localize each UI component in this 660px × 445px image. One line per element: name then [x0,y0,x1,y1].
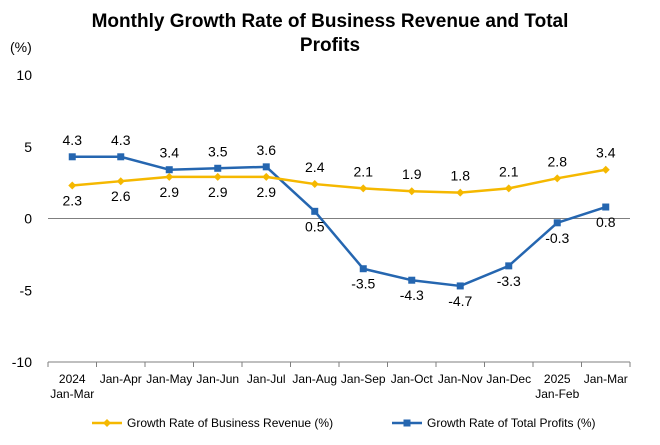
revenue-data-label: 2.4 [305,159,325,175]
revenue-point [504,184,513,193]
revenue-point [553,174,562,183]
chart-title-line1: Monthly Growth Rate of Business Revenue … [91,11,569,32]
profits-data-label: -4.3 [400,287,424,303]
profits-point [117,153,125,161]
revenue-point [407,187,416,196]
revenue-point [456,188,465,197]
profits-data-label: -4.7 [448,293,472,309]
y-tick-label: -10 [12,354,32,370]
profits-data-label: 3.5 [208,143,228,159]
x-tick-label: Jan-Sep [341,372,386,386]
profits-data-label: 4.3 [111,132,131,148]
revenue-point [68,181,77,190]
profits-data-label: 4.3 [63,132,83,148]
series-line-total-profits [72,155,607,288]
x-tick-label: Jan-Nov [438,372,483,386]
profits-data-label: 0.5 [305,218,325,234]
x-tick-label: 2025 [544,372,571,386]
y-tick-label: 5 [24,139,32,155]
revenue-data-label: 2.9 [208,184,228,200]
revenue-data-label: 2.9 [160,184,180,200]
revenue-data-label: 2.9 [257,184,277,200]
profits-point [262,163,270,171]
x-tick-label: Jan-Mar [584,372,628,386]
profits-point [602,203,610,211]
revenue-point [213,172,222,181]
profits-data-label: 0.8 [596,214,616,230]
profits-point [311,207,319,215]
chart-title: Monthly Growth Rate of Business Revenue … [0,10,660,58]
y-tick-label: -5 [20,282,33,298]
revenue-point [262,172,271,181]
revenue-data-label: 2.3 [63,192,83,208]
profits-point [68,153,76,161]
x-tick-label: Jan-Oct [391,372,434,386]
x-tick-label: Jan-Jun [196,372,239,386]
profits-data-label: 3.4 [160,145,180,161]
revenue-data-label: 1.8 [451,168,471,184]
profits-data-label: -3.3 [497,273,521,289]
revenue-data-label: 2.1 [354,163,374,179]
x-tick-label: Jan-Jul [247,372,286,386]
x-tick-label: Jan-Mar [50,387,94,401]
revenue-data-label: 2.8 [548,153,568,169]
revenue-point [116,177,125,186]
legend-profits-marker [403,419,411,427]
y-tick-label: 10 [16,67,32,83]
profits-data-label: 3.6 [257,142,277,158]
profits-data-label: -0.3 [545,230,569,246]
profits-point [359,265,367,273]
profits-point [408,276,416,284]
revenue-point [601,165,610,174]
revenue-point [165,172,174,181]
revenue-data-label: 2.1 [499,163,519,179]
revenue-point [359,184,368,193]
revenue-data-label: 2.6 [111,188,131,204]
x-tick-label: Jan-Aug [292,372,337,386]
y-tick-label: 0 [24,211,32,227]
x-tick-label: Jan-Dec [486,372,531,386]
chart-title-line2: Profits [299,35,361,56]
profits-point [456,282,464,290]
x-tick-label: Jan-Apr [100,372,142,386]
y-axis-label: (%) [10,39,32,55]
x-tick-label: 2024 [59,372,86,386]
profits-point [165,166,173,174]
legend-profits-label: Growth Rate of Total Profits (%) [427,416,596,430]
series-line-business-revenue [72,168,606,194]
legend-revenue-marker [103,419,111,427]
x-tick-label: Jan-May [146,372,192,386]
revenue-data-label: 1.9 [402,166,422,182]
profits-point [214,164,222,172]
x-tick-label: Jan-Feb [535,387,579,401]
revenue-point [310,180,319,189]
profits-point [505,262,513,270]
profits-data-label: -3.5 [351,276,375,292]
legend-revenue-label: Growth Rate of Business Revenue (%) [127,416,333,430]
profits-point [553,219,561,227]
revenue-data-label: 3.4 [596,145,616,161]
